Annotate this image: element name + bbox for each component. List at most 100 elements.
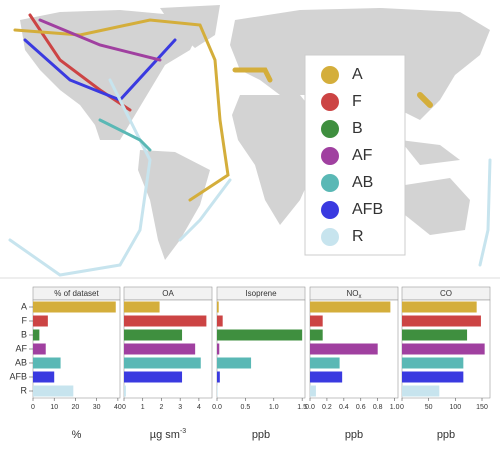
legend-label: AF — [352, 147, 373, 164]
panel-title: NOx — [347, 289, 362, 299]
x-tick-label: 20 — [72, 404, 80, 411]
x-tick-label: 1 — [141, 404, 145, 411]
panel: OA 0 1 2 3 4 µg sm-3 — [122, 286, 213, 441]
legend-label: R — [352, 228, 364, 245]
x-axis-label-text: ppb — [345, 429, 363, 441]
bar — [217, 315, 223, 327]
x-tick-label: 0.0 — [212, 404, 222, 411]
legend-label: A — [352, 66, 363, 83]
legend-swatch — [321, 93, 339, 111]
x-tick-label: 100 — [449, 404, 461, 411]
panel-title-text: Isoprene — [245, 289, 277, 298]
bar — [402, 343, 485, 355]
x-tick-label: 0.4 — [339, 404, 349, 411]
y-tick-label: B — [21, 329, 27, 339]
x-tick-label: 10 — [50, 404, 58, 411]
bar — [310, 357, 340, 369]
bar — [124, 371, 183, 383]
bar — [217, 329, 303, 341]
bar — [124, 315, 207, 327]
panels: % of dataset 0 10 20 30 40% OA 0 1 2 3 4 µg sm-3 Isop… — [9, 286, 491, 441]
y-tick-label: R — [21, 385, 28, 395]
bar — [33, 343, 46, 355]
y-tick-label: AB — [15, 357, 27, 367]
panel-title-sub: x — [359, 294, 362, 300]
x-tick-label: 30 — [93, 404, 101, 411]
panel-frame — [216, 299, 306, 399]
y-tick-label: F — [22, 315, 28, 325]
bar — [310, 371, 343, 383]
bar — [217, 385, 218, 397]
x-tick-label: 1.0 — [269, 404, 279, 411]
x-tick-label: 0.8 — [373, 404, 383, 411]
panel: CO 0 50 100 150 ppb — [400, 286, 491, 441]
legend-label: AB — [352, 174, 373, 191]
legend-box — [304, 54, 406, 256]
y-tick-label: AFB — [9, 371, 27, 381]
y-tick-label: AF — [15, 343, 27, 353]
legend-label: B — [352, 120, 363, 137]
panel-title-text: % of dataset — [54, 289, 99, 298]
bar — [124, 329, 183, 341]
bar — [124, 357, 201, 369]
x-tick-label: 2 — [159, 404, 163, 411]
bar — [402, 301, 477, 313]
x-tick-label: 1.5 — [297, 404, 307, 411]
panel-title: Isoprene — [245, 289, 277, 298]
bar — [217, 343, 220, 355]
bar — [33, 301, 116, 313]
x-tick-label: 0.0 — [305, 404, 315, 411]
bar — [33, 371, 55, 383]
bar — [124, 385, 126, 397]
bar — [33, 315, 48, 327]
x-axis-label-sup: -3 — [180, 428, 186, 435]
x-axis-label: % — [72, 429, 82, 441]
y-tick-label: A — [21, 301, 27, 311]
x-tick-label: 0.6 — [356, 404, 366, 411]
bar — [33, 385, 74, 397]
bar — [402, 329, 468, 341]
x-tick-label: 0.5 — [241, 404, 251, 411]
bar — [124, 343, 196, 355]
bar — [310, 343, 378, 355]
legend-swatch — [321, 147, 339, 165]
bar — [310, 329, 323, 341]
bar — [33, 357, 61, 369]
x-tick-label: 150 — [476, 404, 488, 411]
bar — [402, 357, 464, 369]
bar — [310, 315, 323, 327]
bar — [217, 301, 219, 313]
world-map — [20, 5, 490, 260]
x-tick-label: 40 — [114, 404, 122, 411]
bar — [33, 329, 40, 341]
trajectories — [8, 13, 492, 277]
panel-frame — [32, 299, 121, 399]
x-axis-label: ppb — [345, 429, 363, 441]
x-tick-label: 1.0 — [390, 404, 400, 411]
x-tick-label: 0 — [31, 404, 35, 411]
legend-label: AFB — [352, 201, 383, 218]
panel-title-text: OA — [162, 289, 174, 298]
x-axis-label-text: % — [72, 429, 82, 441]
legend-swatch — [321, 66, 339, 84]
panel-title: % of dataset — [54, 289, 99, 298]
panel: NOx 0.0 0.2 0.4 0.6 0.8 1.0 ppb — [305, 286, 400, 441]
x-tick-label: 0 — [122, 404, 126, 411]
legend-swatch — [321, 228, 339, 246]
bar — [217, 357, 252, 369]
bar — [217, 371, 220, 383]
x-tick-label: 50 — [425, 404, 433, 411]
x-axis-label: µg sm-3 — [150, 428, 187, 441]
x-axis-label: ppb — [252, 429, 270, 441]
x-tick-label: 0.2 — [322, 404, 332, 411]
x-axis-label-text: ppb — [437, 429, 455, 441]
bar — [402, 315, 481, 327]
x-tick-label: 0 — [400, 404, 404, 411]
x-axis-label: ppb — [437, 429, 455, 441]
panel-title-text: CO — [440, 289, 452, 298]
x-tick-label: 4 — [197, 404, 201, 411]
x-tick-label: 3 — [178, 404, 182, 411]
bar — [402, 385, 440, 397]
